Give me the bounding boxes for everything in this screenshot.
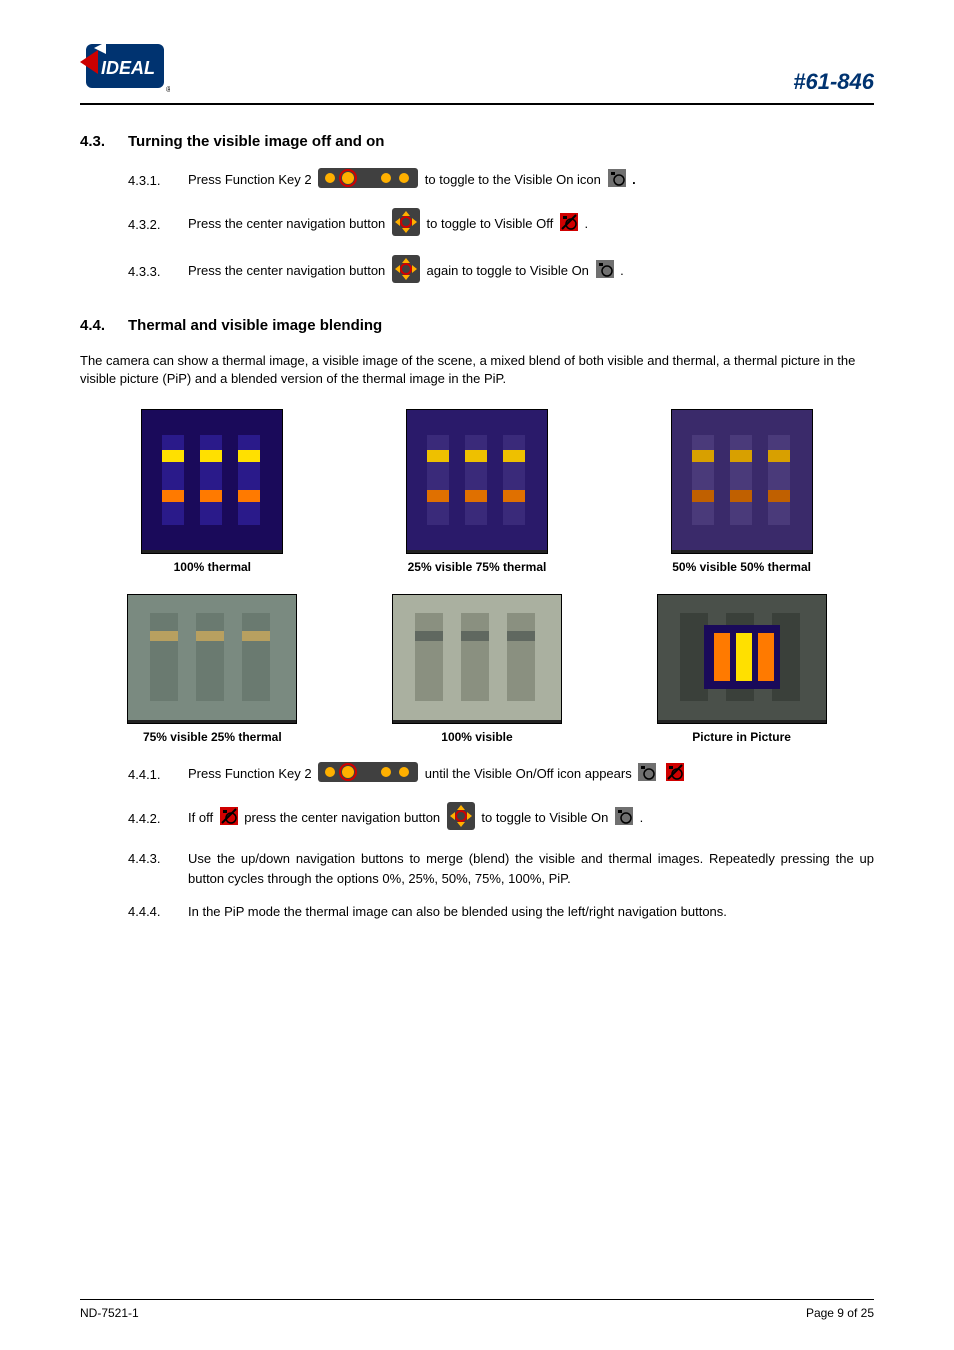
figure-caption: 100% thermal: [81, 560, 343, 574]
step-text: Press the center navigation button: [188, 263, 389, 278]
figure-50-50: [671, 409, 813, 554]
figure-75-25: [127, 594, 297, 724]
figure-caption: 25% visible 75% thermal: [346, 560, 608, 574]
step-4-3-2: 4.3.2. Press the center navigation butto…: [128, 208, 874, 242]
step-text: to toggle to the Visible On icon: [425, 172, 605, 187]
visible-off-icon: [220, 807, 238, 831]
step-text: .: [584, 216, 588, 231]
step-4-3-1: 4.3.1. Press Function Key 2 to toggle to…: [128, 168, 874, 194]
function-keys-icon: [318, 762, 418, 788]
document-number: #61-846: [793, 69, 874, 95]
section-4-4-intro: The camera can show a thermal image, a v…: [80, 352, 874, 390]
section-title: Turning the visible image off and on: [128, 133, 384, 150]
visible-on-icon: [638, 763, 656, 787]
step-text: In the PiP mode the thermal image can al…: [188, 902, 874, 922]
section-number: 4.4.: [80, 317, 128, 334]
step-4-4-1: 4.4.1. Press Function Key 2 until the Vi…: [128, 762, 874, 788]
step-text: .: [640, 810, 644, 825]
figure-100-visible: [392, 594, 562, 724]
figure-row-2: [80, 594, 874, 724]
caption-row-2: 75% visible 25% thermal 100% visible Pic…: [80, 730, 874, 744]
figure-caption: 100% visible: [346, 730, 608, 744]
figure-caption: 50% visible 50% thermal: [611, 560, 873, 574]
step-number: 4.3.1.: [128, 171, 188, 191]
nav-button-icon: [447, 802, 475, 836]
section-4-3-heading: 4.3. Turning the visible image off and o…: [80, 133, 874, 150]
footer-right: Page 9 of 25: [806, 1306, 874, 1320]
ideal-logo: IDEAL ®: [80, 40, 170, 95]
visible-on-icon: [615, 807, 633, 831]
section-title: Thermal and visible image blending: [128, 317, 382, 334]
figure-row-1: [80, 409, 874, 554]
step-number: 4.4.4.: [128, 902, 188, 922]
footer-left: ND-7521-1: [80, 1306, 139, 1320]
step-number: 4.4.3.: [128, 849, 188, 869]
step-4-4-4: 4.4.4. In the PiP mode the thermal image…: [128, 902, 874, 922]
nav-button-icon: [392, 255, 420, 289]
step-number: 4.4.1.: [128, 765, 188, 785]
figure-caption: 75% visible 25% thermal: [81, 730, 343, 744]
step-number: 4.4.2.: [128, 809, 188, 829]
figure-caption: Picture in Picture: [611, 730, 873, 744]
step-4-4-2: 4.4.2. If off press the center navigatio…: [128, 802, 874, 836]
visible-on-icon: [596, 260, 614, 284]
step-text: If off: [188, 810, 217, 825]
function-keys-icon: [318, 168, 418, 194]
nav-button-icon: [392, 208, 420, 242]
step-4-4-3: 4.4.3. Use the up/down navigation button…: [128, 849, 874, 888]
step-text: Press Function Key 2: [188, 766, 315, 781]
step-text: again to toggle to Visible On: [427, 263, 593, 278]
step-text: until the Visible On/Off icon appears: [425, 766, 636, 781]
section-4-4-heading: 4.4. Thermal and visible image blending: [80, 317, 874, 334]
visible-off-icon: [666, 763, 684, 787]
step-text: Use the up/down navigation buttons to me…: [188, 849, 874, 888]
step-number: 4.3.2.: [128, 215, 188, 235]
page-footer: ND-7521-1 Page 9 of 25: [80, 1299, 874, 1320]
figure-pip: [657, 594, 827, 724]
svg-text:®: ®: [166, 85, 170, 94]
step-text: to toggle to Visible On: [481, 810, 612, 825]
figure-25-75: [406, 409, 548, 554]
step-text: .: [632, 172, 636, 187]
step-text: to toggle to Visible Off: [427, 216, 557, 231]
step-4-3-3: 4.3.3. Press the center navigation butto…: [128, 255, 874, 289]
section-number: 4.3.: [80, 133, 128, 150]
caption-row-1: 100% thermal 25% visible 75% thermal 50%…: [80, 560, 874, 574]
step-number: 4.3.3.: [128, 262, 188, 282]
step-text: .: [620, 263, 624, 278]
figure-100-thermal: [141, 409, 283, 554]
step-text: press the center navigation button: [244, 810, 443, 825]
visible-off-icon: [560, 213, 578, 237]
page-header: IDEAL ® #61-846: [80, 40, 874, 105]
step-text: Press the center navigation button: [188, 216, 389, 231]
visible-on-icon: [608, 169, 626, 193]
svg-text:IDEAL: IDEAL: [101, 58, 155, 78]
step-text: Press Function Key 2: [188, 172, 315, 187]
